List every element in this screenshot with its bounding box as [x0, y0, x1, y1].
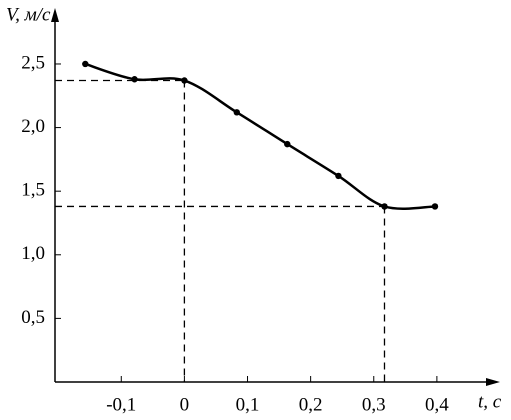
x-tick-label: 0,3 — [362, 394, 386, 415]
x-tick-label: 0,4 — [425, 394, 449, 415]
point — [233, 109, 240, 116]
x-tick-label: -0,1 — [106, 394, 136, 415]
point — [181, 77, 188, 84]
y-tick-label: 0,5 — [21, 307, 45, 328]
x-axis-label: t, с — [478, 391, 502, 412]
point — [431, 203, 439, 210]
y-axis-label: V, м/с — [6, 4, 51, 25]
point — [131, 76, 138, 83]
y-tick-label: 2,0 — [21, 116, 45, 137]
x-tick-label: 0 — [180, 394, 190, 415]
y-tick-label: 1,0 — [21, 243, 45, 264]
y-tick-label: 2,5 — [21, 52, 45, 73]
x-axis-arrow — [486, 378, 500, 386]
line — [84, 62, 436, 210]
x-tick-label: 0,1 — [236, 394, 260, 415]
point — [381, 203, 388, 210]
point — [335, 172, 342, 180]
x-tick-label: 0,2 — [299, 394, 323, 415]
y-tick-label: 1,5 — [21, 180, 45, 201]
point — [284, 140, 291, 148]
point — [82, 60, 89, 68]
y-axis-arrow — [51, 8, 59, 22]
